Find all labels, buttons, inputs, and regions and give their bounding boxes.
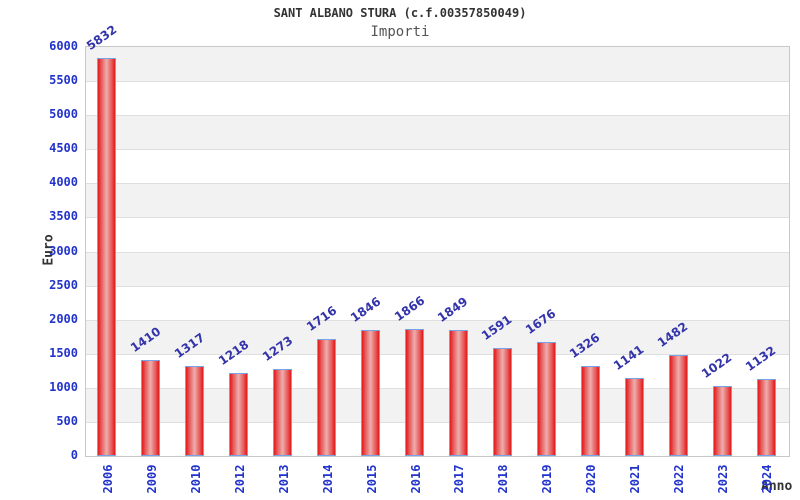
bar	[317, 339, 337, 456]
y-tick-label: 3000	[49, 243, 78, 258]
y-tick-label: 2500	[49, 277, 78, 292]
y-tick-label: 5000	[49, 107, 78, 122]
bar	[712, 386, 732, 456]
x-tick-label: 2022	[672, 464, 687, 494]
y-tick-label: 3500	[49, 209, 78, 224]
y-tick-label: 1500	[49, 345, 78, 360]
gridline	[86, 353, 789, 355]
bar	[492, 347, 512, 456]
x-tick-label: 2019	[540, 464, 555, 494]
gridline	[86, 149, 789, 151]
x-tick-label: 2023	[716, 464, 731, 494]
y-tick-label: 4000	[49, 175, 78, 190]
x-tick-label: 2009	[144, 464, 159, 494]
x-tick-label: 2015	[364, 464, 379, 494]
gridline	[86, 285, 789, 287]
x-tick-label: 2014	[320, 464, 335, 494]
x-tick-label: 2012	[232, 464, 247, 494]
y-tick-label: 6000	[49, 39, 78, 53]
x-tick-label: 2013	[276, 464, 291, 494]
gridline	[86, 421, 789, 423]
chart-subtitle: Importi	[370, 24, 430, 40]
bar	[141, 359, 161, 456]
y-tick-label: 0	[70, 448, 78, 462]
x-tick-label: 2018	[496, 464, 511, 494]
y-tick-label: 500	[56, 413, 78, 428]
x-tick-label: 2006	[100, 464, 115, 494]
x-tick-label: 2021	[628, 464, 643, 494]
gridline	[86, 217, 789, 219]
gridline	[86, 387, 789, 389]
bar-value-label: 1022	[699, 350, 735, 382]
grid-band	[86, 115, 789, 150]
bar	[668, 354, 688, 456]
bar	[756, 378, 776, 456]
bar	[273, 369, 293, 456]
bar	[97, 58, 117, 456]
gridline	[86, 81, 789, 83]
gridline	[86, 183, 789, 185]
gridline	[86, 115, 789, 117]
grid-band	[86, 183, 789, 218]
gridline	[86, 319, 789, 321]
bar	[185, 366, 205, 456]
x-tick-label: 2020	[584, 464, 599, 494]
y-tick-label: 5500	[49, 73, 78, 88]
grid-band	[86, 251, 789, 286]
x-tick-label: 2016	[408, 464, 423, 494]
y-tick-label: 2000	[49, 311, 78, 326]
grid-band	[86, 47, 789, 82]
bar	[229, 372, 249, 456]
bar	[405, 328, 425, 456]
gridline	[86, 251, 789, 253]
x-tick-label: 2010	[188, 464, 203, 494]
chart-title: SANT ALBANO STURA (c.f.00357850049)	[273, 6, 527, 20]
x-axis-title: Anno	[761, 479, 793, 494]
bar	[624, 378, 644, 456]
bar	[448, 329, 468, 456]
y-tick-label: 1000	[49, 379, 78, 394]
bar	[361, 330, 381, 456]
y-tick-label: 4500	[49, 141, 78, 156]
x-tick-label: 2024	[760, 464, 775, 494]
bar	[536, 341, 556, 456]
bar	[580, 365, 600, 456]
grid-band	[86, 319, 789, 354]
plot-area: 5832 1410 1317 1218 1273 1716 1846 1866 1849 1591…	[84, 23, 790, 457]
x-tick-label: 2017	[452, 464, 467, 494]
